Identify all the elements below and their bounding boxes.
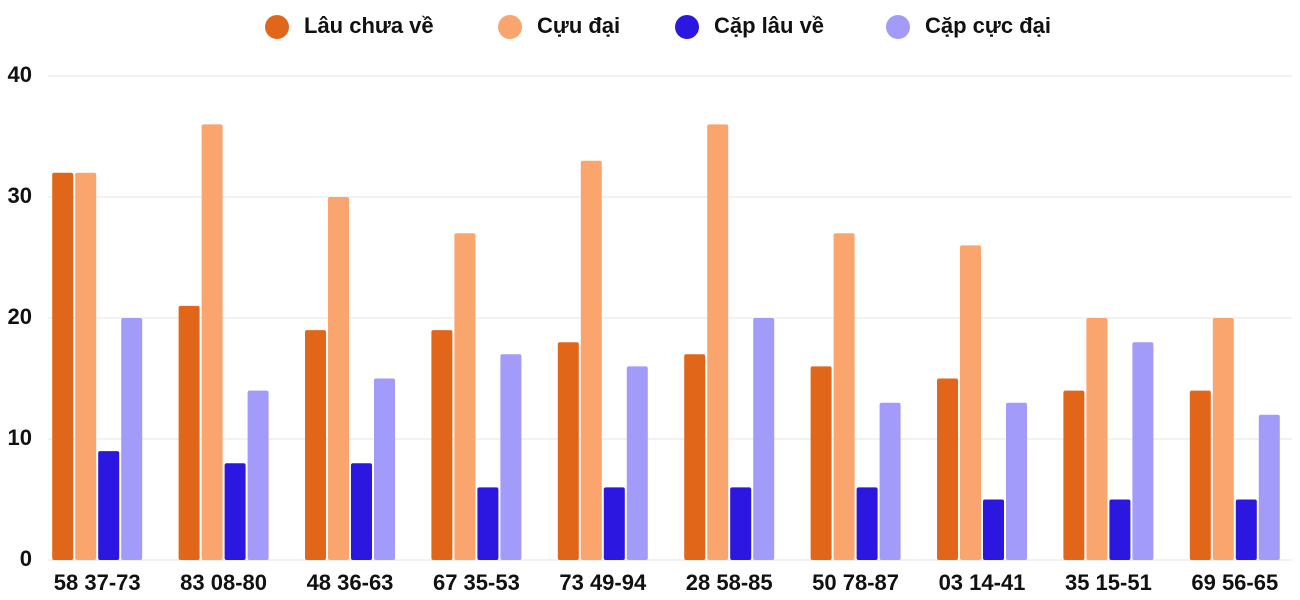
bar <box>52 172 74 561</box>
bar <box>603 487 625 560</box>
bar <box>1189 390 1211 560</box>
bar <box>328 197 349 560</box>
bar <box>983 499 1004 560</box>
bar <box>753 318 775 560</box>
bar <box>879 402 901 560</box>
bar <box>224 463 246 560</box>
bar <box>500 354 522 560</box>
bar <box>626 366 648 560</box>
bar <box>1006 402 1027 560</box>
x-tick-label: 67 35-53 <box>433 570 520 595</box>
legend-marker <box>265 15 289 39</box>
x-tick-label: 28 58-85 <box>686 570 773 595</box>
bar <box>305 330 326 560</box>
bar <box>121 318 143 560</box>
legend-label: Cặp lâu về <box>714 13 824 38</box>
bar <box>856 487 878 560</box>
bar <box>1235 499 1257 560</box>
legend-marker <box>886 15 910 39</box>
legend-marker <box>498 15 522 39</box>
x-tick-label: 69 56-65 <box>1191 570 1278 595</box>
x-tick-label: 73 49-94 <box>559 570 647 595</box>
bar <box>178 305 200 560</box>
x-tick-label: 35 15-51 <box>1065 570 1152 595</box>
bar <box>201 124 223 561</box>
bar <box>810 366 832 560</box>
bar <box>477 487 499 560</box>
y-tick-label: 10 <box>8 425 32 450</box>
bar <box>580 160 602 560</box>
bar <box>960 245 981 560</box>
bar <box>1086 318 1108 560</box>
y-tick-label: 40 <box>8 62 32 87</box>
bar <box>557 342 579 560</box>
bar <box>247 390 269 560</box>
bar <box>833 233 855 561</box>
bar <box>684 354 706 560</box>
y-tick-label: 0 <box>20 546 32 571</box>
x-tick-label: 58 37-73 <box>54 570 141 595</box>
bar <box>730 487 752 560</box>
bar <box>1109 499 1131 560</box>
x-tick-label: 83 08-80 <box>180 570 267 595</box>
legend-label: Cặp cực đại <box>925 13 1051 38</box>
bar <box>1258 414 1280 560</box>
x-tick-label: 03 14-41 <box>939 570 1026 595</box>
bar <box>98 451 120 560</box>
bar <box>351 463 372 560</box>
y-tick-label: 30 <box>8 183 32 208</box>
x-tick-label: 48 36-63 <box>307 570 394 595</box>
bar <box>374 378 395 560</box>
bar <box>431 330 453 560</box>
legend-label: Cựu đại <box>537 13 620 38</box>
bar <box>75 172 97 561</box>
bar <box>454 233 476 561</box>
bar <box>1063 390 1085 560</box>
bar <box>937 378 958 560</box>
y-tick-label: 20 <box>8 304 32 329</box>
legend-marker <box>675 15 699 39</box>
bar <box>1132 342 1154 560</box>
bar <box>1212 318 1234 560</box>
bar <box>707 124 729 561</box>
x-tick-label: 50 78-87 <box>812 570 899 595</box>
legend-label: Lâu chưa về <box>304 13 434 38</box>
